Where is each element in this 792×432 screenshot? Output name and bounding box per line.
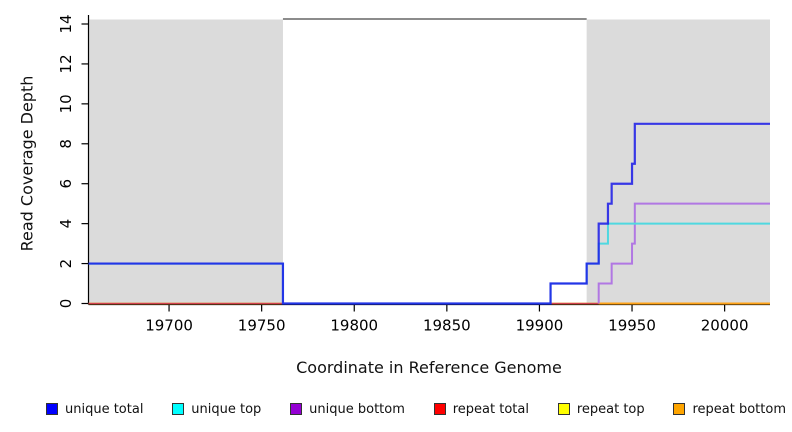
legend-swatch-icon — [673, 403, 686, 415]
legend-label: unique top — [191, 401, 262, 417]
x-tick-label: 19900 — [516, 317, 564, 335]
legend-swatch-icon — [46, 403, 58, 415]
legend-swatch-icon — [433, 403, 446, 415]
y-tick-label: 6 — [57, 179, 75, 189]
y-tick-label: 14 — [57, 14, 75, 33]
x-tick-label: 19950 — [608, 317, 656, 335]
legend-swatch-icon — [557, 403, 570, 415]
right-repeat-region — [586, 19, 770, 305]
legend-item: repeat top — [557, 401, 645, 417]
chart-legend: unique total unique top unique bottom re… — [46, 398, 786, 420]
series-line-unique-bottom — [597, 202, 770, 304]
y-tick-label: 8 — [57, 139, 75, 149]
legend-label: repeat top — [576, 401, 645, 417]
legend-item: repeat total — [433, 401, 529, 417]
legend-label: unique total — [65, 401, 144, 417]
series-line-unique-total — [88, 122, 770, 305]
x-tick-label: 19800 — [330, 317, 378, 335]
legend-item: unique bottom — [290, 402, 405, 417]
x-tick-label: 19850 — [423, 317, 471, 335]
x-tick-label: 19700 — [145, 317, 193, 335]
legend-swatch-icon — [172, 403, 185, 415]
legend-label: unique bottom — [309, 401, 405, 417]
legend-label: repeat bottom — [692, 401, 786, 417]
y-tick-label: 0 — [57, 299, 75, 309]
legend-swatch-icon — [290, 403, 303, 415]
coverage-chart: 19700 19750 19800 19850 19900 19950 20000 0 2 4 6 8… — [57, 14, 770, 335]
left-repeat-region — [88, 19, 283, 305]
x-tick-label: 19750 — [238, 317, 286, 335]
y-axis-title: Read Coverage Depth — [17, 75, 37, 252]
legend-label: repeat total — [452, 401, 529, 417]
legend-item: unique top — [172, 402, 261, 417]
legend-item: unique total — [46, 402, 143, 417]
y-tick-label: 2 — [57, 259, 75, 269]
y-tick-label: 10 — [57, 94, 75, 113]
y-tick-label: 12 — [57, 54, 75, 73]
y-tick-label: 4 — [57, 219, 75, 229]
x-tick-label: 20000 — [701, 317, 749, 335]
x-axis-title: Coordinate in Reference Genome — [296, 358, 562, 377]
legend-item: repeat bottom — [673, 402, 786, 417]
